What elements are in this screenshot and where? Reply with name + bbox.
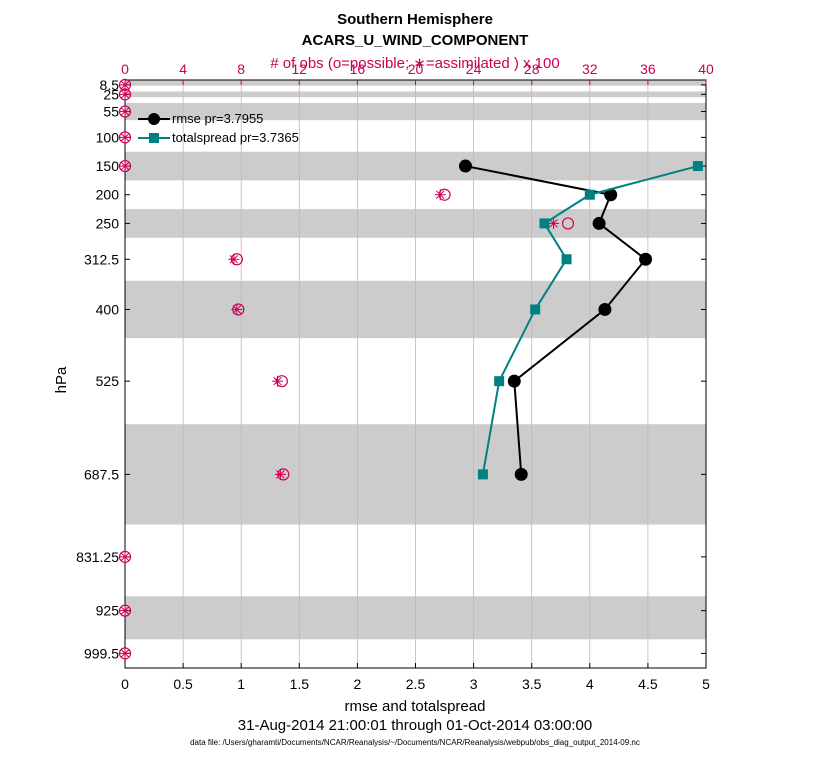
obs-assimilated-marker [228, 253, 240, 265]
rmse-point [592, 216, 606, 230]
y-tick-label: 312.5 [84, 251, 119, 267]
obs-assimilated-marker [119, 647, 131, 659]
y-tick-label: 400 [96, 301, 120, 317]
y-tick-label: 831.25 [76, 549, 119, 565]
top-tick-label: 32 [582, 61, 598, 77]
obs-assimilated-marker [119, 160, 131, 172]
y-tick-label: 25 [103, 86, 119, 102]
x-tick-label: 0 [121, 676, 129, 692]
legend-rmse-label: rmse pr=3.7955 [172, 111, 263, 126]
chart-title: Southern Hemisphere [337, 11, 493, 28]
obs-assimilated-stroke [120, 649, 130, 658]
totalspread-point [692, 161, 703, 172]
top-tick-label: 8 [237, 61, 245, 77]
y-tick-label: 150 [96, 158, 120, 174]
totalspread-point [561, 254, 572, 265]
data-file-note: data file: /Users/gharamti/Documents/NCA… [190, 738, 640, 747]
top-tick-label: 36 [640, 61, 656, 77]
y-axis-ticks: 8.525 55 100 150 200 250 312.5 400 525 687.5 831.2… [76, 77, 706, 661]
y-tick-label: 250 [96, 215, 120, 231]
chart-subtitle: ACARS_U_WIND_COMPONENT [302, 32, 529, 49]
obs-possible-marker [561, 217, 575, 230]
top-axis-ticks: 0 4 8 12 16 20 24 28 32 36 40 [121, 61, 714, 85]
x-tick-label: 1 [237, 676, 245, 692]
rmse-point [639, 252, 653, 266]
y-tick-label: 200 [96, 187, 120, 203]
obs-assimilated-marker [119, 106, 131, 118]
x-tick-label: 3 [470, 676, 478, 692]
legend: rmse pr=3.7955 totalspread pr=3.7365 [138, 111, 299, 145]
obs-assimilated-stroke [120, 133, 130, 142]
obs-assimilated-stroke [120, 161, 130, 171]
y-tick-label: 525 [96, 373, 120, 389]
top-tick-label: 16 [350, 61, 366, 77]
x-tick-label: 1.5 [290, 676, 310, 692]
top-tick-label: 28 [524, 61, 540, 77]
obs-assimilated-stroke [273, 376, 282, 386]
obs-assimilated-stroke [229, 255, 239, 264]
top-tick-label: 4 [179, 61, 187, 77]
obs-assimilated-stroke [120, 90, 130, 99]
obs-assimilated-marker [274, 468, 286, 480]
top-tick-label: 12 [292, 61, 308, 77]
top-tick-label: 0 [121, 61, 129, 77]
x-tick-label: 4 [586, 676, 594, 692]
totalspread-point [477, 469, 488, 480]
legend-spread-marker [149, 133, 159, 143]
y-tick-label: 687.5 [84, 466, 119, 482]
totalspread-point [530, 304, 541, 315]
y-tick-label: 55 [103, 104, 119, 120]
top-tick-label: 40 [698, 61, 714, 77]
y-tick-label: 925 [96, 603, 120, 619]
x-tick-label: 5 [702, 676, 710, 692]
date-range: 31-Aug-2014 21:00:01 through 01-Oct-2014… [238, 717, 592, 734]
obs-assimilated-stroke [120, 80, 130, 90]
obs-assimilated-marker [119, 605, 131, 617]
x-axis-label: rmse and totalspread [345, 698, 486, 715]
obs-assimilated-stroke [549, 219, 558, 228]
rmse-point [598, 302, 612, 316]
series-lines [458, 159, 703, 481]
obs-assimilated-marker [119, 551, 131, 563]
x-tick-label: 0.5 [173, 676, 193, 692]
obs-assimilated-stroke [120, 606, 130, 615]
y-tick-label: 100 [96, 129, 120, 145]
rmse-point [604, 188, 618, 202]
obs-assimilated-stroke [120, 552, 130, 562]
legend-rmse-marker [148, 113, 160, 125]
obs-assimilated-marker [272, 375, 284, 387]
x-tick-label: 4.5 [638, 676, 658, 692]
totalspread-point [584, 189, 595, 200]
x-tick-label: 3.5 [522, 676, 542, 692]
grid-lines [182, 80, 649, 668]
rmse-point [507, 374, 521, 388]
y-tick-label: 999.5 [84, 645, 119, 661]
top-tick-label: 24 [466, 61, 482, 77]
obs-count-markers [118, 78, 575, 660]
x-tick-label: 2 [354, 676, 362, 692]
obs-assimilated-marker [434, 189, 446, 201]
obs-assimilated-marker [119, 131, 131, 143]
y-axis-label: hPa [53, 366, 70, 393]
y-tick-label: 8.5 [100, 77, 120, 93]
obs-assimilated-marker [231, 303, 243, 315]
x-axis-ticks: 0 0.5 1 1.5 2 2.5 3 3.5 4 4.5 5 [121, 663, 710, 692]
x-tick-label: 2.5 [406, 676, 426, 692]
obs-assimilated-stroke [276, 470, 285, 479]
obs-assimilated-stroke [232, 305, 242, 314]
obs-assimilated-marker [119, 88, 131, 100]
rmse-point [514, 467, 528, 481]
top-axis-title: # of obs (o=possible; ∗=assimilated ) x … [270, 55, 559, 72]
obs-assimilated-stroke [435, 190, 445, 199]
obs-assimilated-stroke [120, 107, 130, 116]
legend-spread-label: totalspread pr=3.7365 [172, 130, 299, 145]
rmse-point [458, 159, 472, 173]
totalspread-point [494, 376, 505, 387]
top-tick-label: 20 [408, 61, 424, 77]
totalspread-point [539, 218, 550, 229]
obs-assimilated-marker [547, 217, 559, 229]
